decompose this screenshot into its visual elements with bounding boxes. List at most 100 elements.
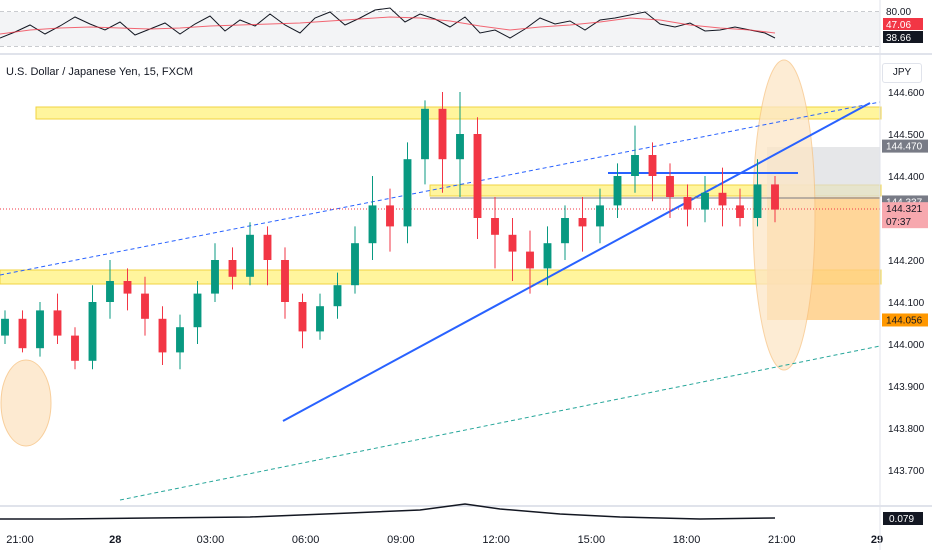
candle-body	[71, 335, 79, 361]
candle-body	[281, 260, 289, 302]
badge-target-bg	[882, 313, 928, 327]
rsi-black-value: 38.66	[886, 33, 911, 44]
price-tick-label: 143.900	[888, 382, 925, 393]
candle-body	[648, 155, 657, 176]
volume-badge	[883, 512, 923, 525]
badge-countdown: 07:37	[886, 217, 911, 228]
price-tick-label: 144.400	[888, 172, 925, 183]
candle-body	[753, 184, 762, 218]
candle-body	[176, 327, 184, 353]
candle-body	[403, 159, 412, 227]
candle-body	[718, 192, 727, 206]
rising-trendline	[282, 102, 871, 422]
candle-body	[263, 234, 272, 260]
candle-body	[211, 260, 219, 294]
candle-body	[561, 218, 569, 244]
rsi-line	[0, 7, 776, 39]
candle-body	[666, 176, 674, 197]
time-tick-label: 21:00	[6, 534, 34, 546]
upper-dashed-channel	[0, 101, 881, 276]
candle-body	[246, 234, 254, 277]
currency-label[interactable]: JPY	[882, 63, 922, 83]
badge-upper-box-bg	[882, 139, 928, 153]
resistance-zone	[35, 106, 882, 120]
candle-body	[386, 205, 394, 227]
candle-body	[53, 310, 62, 336]
badge-upper-box: 144.470	[886, 142, 923, 153]
candle-body	[631, 155, 639, 176]
candle-body	[701, 192, 709, 210]
rsi-level-80: 80.00	[886, 7, 911, 18]
time-tick-label: 12:00	[482, 534, 510, 546]
candle-body	[596, 205, 604, 227]
price-tick-label: 144.200	[888, 256, 925, 267]
candle-body	[88, 302, 97, 361]
candle-body	[421, 108, 429, 160]
candle-body	[333, 285, 342, 307]
candle-body	[771, 184, 779, 210]
candle-body	[526, 251, 534, 269]
time-tick-label: 28	[109, 534, 121, 546]
support-resistance-zones	[0, 106, 882, 285]
candle-body	[508, 234, 517, 252]
candle-body	[193, 293, 202, 328]
support-zone	[0, 269, 882, 285]
time-tick-label: 03:00	[197, 534, 225, 546]
candle-body	[438, 108, 447, 160]
volume-panel: 0.079	[0, 503, 932, 525]
middle-zone	[429, 184, 882, 197]
candle-body	[473, 134, 482, 218]
rsi-black-badge	[883, 31, 923, 43]
candle-body	[141, 293, 149, 319]
badge-target: 144.056	[886, 315, 923, 326]
volume-line	[0, 503, 776, 520]
chart-title: U.S. Dollar / Japanese Yen, 15, FXCM	[6, 66, 194, 78]
badge-last-price: 144.321	[886, 204, 923, 215]
price-tick-label: 144.500	[888, 130, 925, 141]
candle-body	[106, 281, 114, 302]
candle-body	[228, 260, 237, 277]
rsi-signal-line	[0, 16, 776, 35]
price-tick-label: 143.800	[888, 424, 925, 435]
candle-body	[613, 176, 622, 206]
time-tick-label: 29	[871, 534, 883, 546]
badge-last-price-bg	[882, 202, 928, 229]
candle-body	[298, 302, 307, 332]
candle-body	[351, 243, 359, 286]
candle-body	[736, 205, 744, 218]
price-tick-label: 144.600	[888, 88, 925, 99]
left-ellipse	[0, 359, 52, 447]
candle-body	[36, 310, 44, 349]
time-tick-label: 21:00	[768, 534, 796, 546]
price-tick-label: 143.700	[888, 466, 925, 477]
trend-lines	[0, 101, 881, 501]
time-tick-label: 06:00	[292, 534, 320, 546]
rsi-band	[0, 12, 880, 46]
highlight-ellipses	[0, 59, 816, 447]
candle-body	[368, 205, 377, 244]
rsi-red-badge	[883, 18, 923, 30]
candle-body	[543, 243, 552, 269]
time-tick-label: 18:00	[673, 534, 701, 546]
price-tick-label: 144.000	[888, 340, 925, 351]
volume-value: 0.079	[889, 514, 914, 525]
candle-body	[456, 134, 464, 160]
candles-layer	[1, 92, 779, 370]
candle-body	[18, 318, 27, 349]
rsi-red-value: 47.06	[886, 20, 911, 31]
candle-body	[123, 281, 132, 294]
time-tick-label: 09:00	[387, 534, 415, 546]
rsi-panel	[0, 7, 880, 47]
lower-dotted-channel	[119, 345, 881, 501]
candle-body	[491, 218, 499, 235]
price-axis: 144.600144.500144.400144.300144.200144.1…	[882, 88, 928, 477]
right-ellipse	[752, 59, 816, 371]
candle-body	[1, 318, 9, 336]
candle-body	[683, 197, 692, 210]
rsi-axis-labels: 80.00 47.06 38.66	[883, 7, 923, 44]
candle-body	[316, 306, 324, 332]
price-tick-label: 144.100	[888, 298, 925, 309]
time-tick-label: 15:00	[578, 534, 606, 546]
